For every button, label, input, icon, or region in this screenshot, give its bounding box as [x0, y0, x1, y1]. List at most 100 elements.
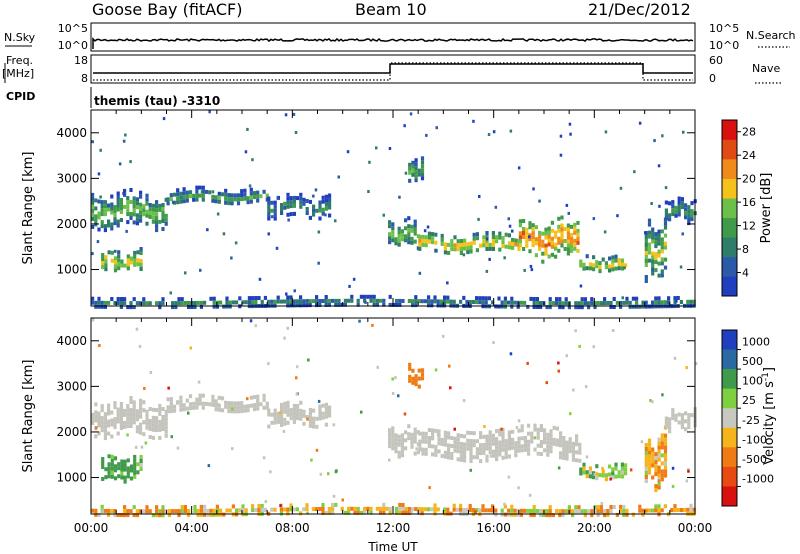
heatmap-cell	[501, 244, 505, 249]
heatmap-cell	[545, 509, 549, 514]
heatmap-cell	[145, 413, 149, 418]
heatmap-cell	[187, 509, 191, 513]
heatmap-cell	[670, 508, 674, 513]
heatmap-cell	[270, 507, 274, 512]
heatmap-cell	[517, 246, 521, 251]
heatmap-cell	[468, 300, 472, 304]
heatmap-cell	[522, 227, 526, 231]
heatmap-cell	[145, 201, 149, 206]
heatmap-cell	[546, 452, 550, 457]
heatmap-cell	[498, 231, 502, 236]
heatmap-cell	[199, 512, 203, 517]
heatmap-cell	[657, 441, 661, 446]
heatmap-cell	[503, 304, 507, 309]
heatmap-cell	[308, 411, 312, 416]
heatmap-cell	[91, 252, 94, 256]
heatmap-cell	[420, 172, 425, 177]
heatmap-cell	[433, 511, 437, 516]
heatmap-cell	[517, 436, 521, 441]
heatmap-cell	[663, 433, 668, 438]
heatmap-cell	[550, 228, 554, 233]
heatmap-cell	[119, 513, 123, 517]
heatmap-cell	[503, 300, 507, 305]
heatmap-cell	[366, 506, 370, 511]
heatmap-cell	[614, 254, 618, 259]
heatmap-cell	[625, 296, 629, 301]
heatmap-cell	[299, 200, 303, 205]
heatmap-cell	[198, 193, 202, 198]
heatmap-cell	[469, 447, 473, 451]
heatmap-cell	[231, 504, 235, 509]
heatmap-cell	[155, 200, 159, 205]
heatmap-cell	[302, 421, 306, 426]
heatmap-cell	[684, 211, 688, 216]
heatmap-cell	[527, 431, 531, 436]
heatmap-cell	[549, 429, 553, 434]
heatmap-cell	[299, 295, 303, 300]
heatmap-cell	[267, 216, 271, 221]
heatmap-cell	[208, 110, 211, 114]
heatmap-cell	[456, 247, 460, 252]
heatmap-cell	[217, 195, 221, 200]
heatmap-cell	[283, 421, 287, 426]
heatmap-cell	[193, 305, 197, 309]
heatmap-cell	[139, 218, 143, 223]
heatmap-cell	[453, 448, 457, 453]
heatmap-cell	[334, 302, 338, 307]
heatmap-cell	[103, 428, 107, 433]
heatmap-cell	[283, 299, 287, 304]
heatmap-cell	[400, 229, 404, 234]
heatmap-cell	[315, 448, 319, 452]
heatmap-cell	[155, 212, 159, 217]
heatmap-cell	[155, 224, 159, 229]
heatmap-cell	[677, 200, 681, 205]
heatmap-cell	[570, 224, 574, 229]
heatmap-cell	[215, 512, 219, 517]
nave-label: Nave	[752, 62, 780, 75]
heatmap-cell	[644, 263, 648, 267]
heatmap-cell	[644, 255, 648, 259]
heatmap-cell	[189, 346, 192, 350]
heatmap-cell	[495, 445, 499, 450]
heatmap-cell	[590, 509, 594, 514]
heatmap-cell	[403, 124, 406, 128]
heatmap-cell	[531, 223, 535, 228]
heatmap-cell	[372, 302, 376, 307]
heatmap-cell	[657, 261, 661, 266]
heatmap-cell	[593, 509, 597, 514]
heatmap-cell	[565, 440, 569, 445]
heatmap-cell	[208, 402, 212, 407]
heatmap-cell	[453, 440, 457, 445]
heatmap-cell	[368, 160, 371, 164]
heatmap-cell	[217, 199, 221, 204]
heatmap-cell	[254, 324, 257, 328]
heatmap-cell	[311, 507, 315, 512]
heatmap-cell	[285, 292, 288, 296]
heatmap-cell	[249, 403, 253, 408]
heatmap-cell	[657, 457, 661, 462]
heatmap-cell	[485, 434, 489, 439]
heatmap-cell	[418, 443, 422, 448]
heatmap-cell	[306, 299, 309, 303]
heatmap-cell	[555, 426, 559, 431]
heatmap-cell	[413, 439, 417, 444]
heatmap-cell	[97, 211, 101, 216]
heatmap-cell	[110, 422, 114, 427]
heatmap-cell	[113, 425, 117, 430]
heatmap-cell	[161, 215, 165, 219]
heatmap-cell	[523, 435, 527, 440]
heatmap-cell	[292, 407, 296, 412]
heatmap-cell	[588, 262, 592, 267]
heatmap-cell	[466, 442, 470, 447]
heatmap-cell	[145, 409, 149, 414]
heatmap-cell	[334, 219, 337, 223]
heatmap-cell	[625, 512, 629, 517]
heatmap-cell	[484, 300, 488, 305]
heatmap-cell	[609, 301, 613, 305]
heatmap-cell	[525, 243, 529, 248]
heatmap-cell	[133, 258, 137, 263]
heatmap-cell	[126, 424, 130, 429]
heatmap-cell	[554, 242, 558, 247]
heatmap-cell	[100, 204, 104, 209]
heatmap-cell	[663, 265, 668, 270]
